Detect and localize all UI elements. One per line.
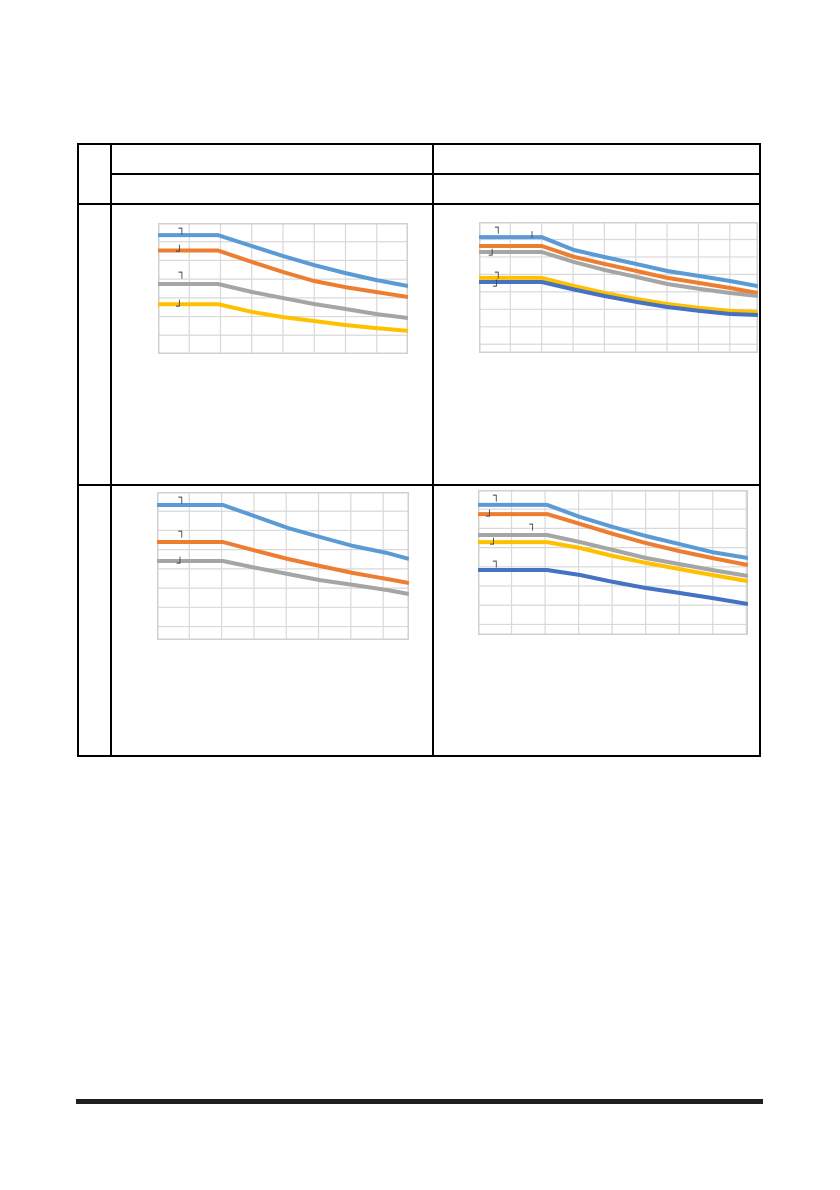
bracket-mark: ┐ (494, 265, 502, 279)
table-header-left-row2 (112, 175, 432, 203)
series-gray-line (158, 282, 408, 320)
series-orange-line (157, 540, 409, 585)
table-row2-label-cell (79, 486, 110, 755)
table-header-row-divider (110, 173, 759, 175)
bracket-mark: ┘ (176, 556, 184, 570)
series-blue-line (158, 233, 408, 288)
bracket-mark: ┐ (178, 490, 186, 504)
bracket-mark: ┐ (494, 220, 502, 234)
series-dark-blue-line (478, 568, 748, 606)
series-yellow-line (478, 540, 748, 584)
line-chart-bottom-left: ┐ ┐ ┘ (157, 492, 409, 640)
series-dark-blue-line (479, 280, 758, 317)
line-chart-bottom-right: ┐ ┘ ┐ ┘ ┐ (478, 490, 748, 635)
bracket-mark: ┘ (486, 510, 493, 524)
table-header-right-row1 (434, 145, 759, 173)
table-body-row-divider (79, 484, 759, 486)
table-header-right-row2 (434, 175, 759, 203)
table-header-left-row1 (112, 145, 432, 173)
charts-table (77, 143, 761, 757)
bracket-mark: ╷ (528, 225, 536, 239)
series-orange-line (478, 512, 748, 567)
series-blue-line (157, 503, 409, 561)
bracket-mark: ┐ (529, 518, 536, 532)
series-gray-line (157, 559, 409, 596)
bracket-mark: ┐ (492, 488, 500, 502)
series-orange-line (479, 244, 758, 295)
bracket-mark: ┐ (178, 221, 186, 235)
series-yellow-line (158, 302, 408, 333)
series-yellow-line (479, 275, 758, 314)
series-blue-line (479, 235, 758, 289)
line-chart-top-right: ┐ ╷ ┘ ┐ ┘ (479, 222, 758, 353)
table-column-divider-2 (432, 145, 434, 755)
footer-rule (76, 1099, 763, 1104)
bracket-mark: ┐ (178, 524, 186, 538)
bracket-mark: ┐ (178, 265, 186, 279)
series-orange-line (158, 248, 408, 299)
series-gray-line (478, 533, 748, 578)
series-gray-line (479, 250, 758, 298)
table-row1-label-cell (79, 205, 110, 484)
bracket-mark: ┘ (492, 280, 500, 294)
table-corner-cell (79, 145, 110, 203)
bracket-mark: ┘ (176, 245, 183, 259)
line-chart-top-left: ┐ ┘ ┐ ┘ (158, 223, 408, 354)
table-header-bottom-border (79, 203, 759, 205)
bracket-mark: ┘ (490, 538, 497, 552)
bracket-mark: ┘ (176, 299, 183, 313)
bracket-mark: ┐ (492, 554, 500, 568)
table-column-divider-1 (110, 145, 112, 755)
bracket-mark: ┘ (488, 249, 496, 263)
series-blue-line (478, 502, 748, 560)
